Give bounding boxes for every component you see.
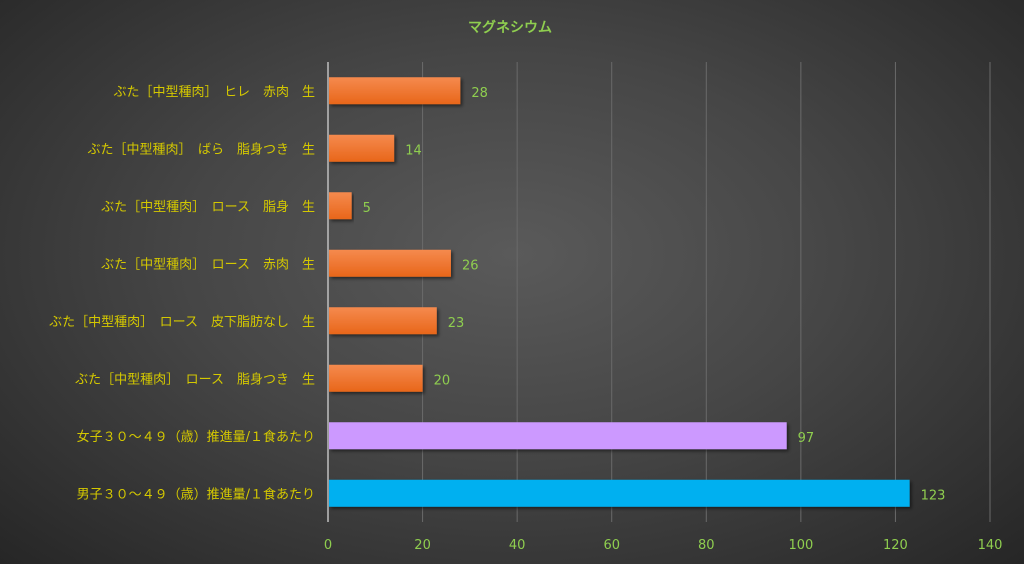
bar (329, 192, 352, 220)
data-label: 28 (471, 86, 488, 101)
data-label: 97 (798, 431, 815, 446)
category-label: ぶた［中型種肉］ ロース 赤肉 生 (101, 256, 315, 272)
x-tick-label: 40 (509, 538, 526, 553)
category-label: ぶた［中型種肉］ ヒレ 赤肉 生 (113, 84, 315, 100)
chart-title: マグネシウム (468, 19, 552, 36)
bar (329, 77, 461, 105)
bar (329, 307, 437, 335)
x-tick-label: 120 (883, 538, 908, 553)
x-tick-label: 60 (603, 538, 620, 553)
data-label: 26 (462, 258, 479, 273)
bar (329, 249, 451, 277)
category-label: 男子３０～４９（歳）推進量/１食あたり (77, 486, 315, 502)
x-tick-label: 80 (698, 538, 715, 553)
bar (329, 364, 423, 392)
data-label: 5 (363, 201, 371, 216)
category-label: ぶた［中型種肉］ ロース 脂身つき 生 (75, 371, 315, 387)
x-tick-label: 140 (978, 538, 1003, 553)
data-label: 14 (405, 143, 422, 158)
category-label: 女子３０～４９（歳）推進量/１食あたり (77, 429, 315, 445)
bar (329, 422, 787, 450)
bar (329, 134, 395, 162)
bar (329, 479, 910, 507)
data-label: 20 (434, 373, 451, 388)
category-label: ぶた［中型種肉］ ばら 脂身つき 生 (87, 141, 315, 157)
data-label: 23 (448, 316, 465, 331)
x-tick-label: 100 (788, 538, 813, 553)
data-label: 123 (921, 488, 946, 503)
category-label: ぶた［中型種肉］ ロース 皮下脂肪なし 生 (49, 314, 315, 330)
x-tick-label: 0 (324, 538, 332, 553)
category-label: ぶた［中型種肉］ ロース 脂身 生 (101, 199, 315, 215)
x-tick-label: 20 (414, 538, 431, 553)
